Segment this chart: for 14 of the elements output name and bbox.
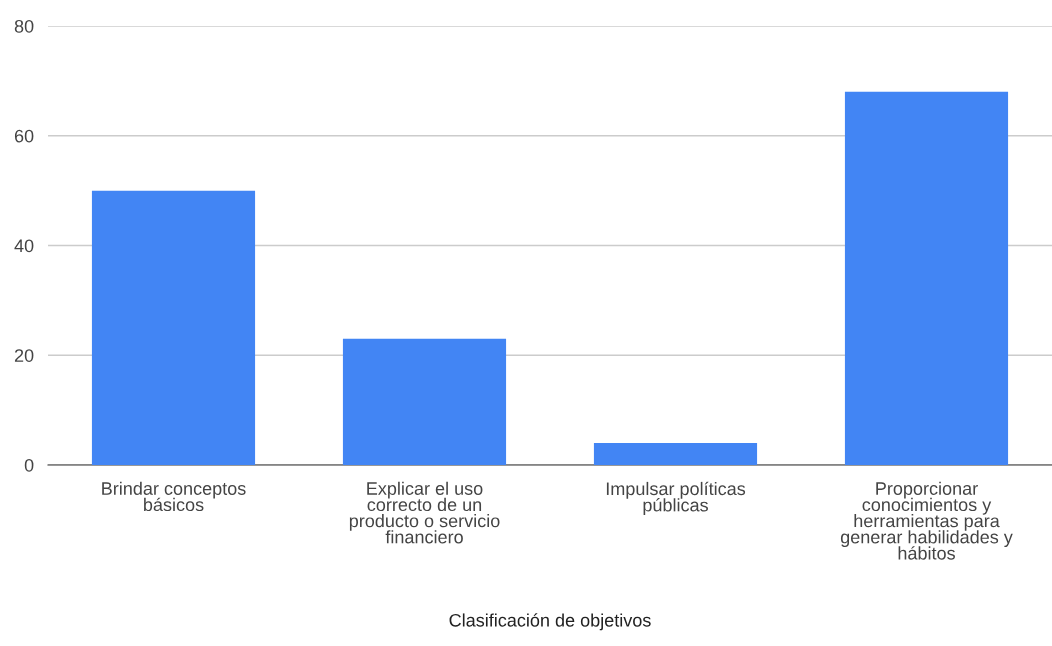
- y-tick-label: 60: [14, 129, 34, 143]
- y-tick-label: 80: [14, 19, 34, 33]
- x-tick-label: Impulsar políticas públicas: [606, 481, 746, 516]
- x-tick-label: Proporcionar conocimientos y herramientas para generar habilidades y hábitos: [840, 481, 1013, 560]
- bar: [342, 338, 507, 465]
- bar: [593, 443, 758, 465]
- bar: [91, 190, 256, 465]
- y-tick-label: 20: [14, 349, 34, 362]
- x-axis-title: Clasificación de objetivos: [449, 613, 651, 631]
- bar: [844, 91, 1009, 465]
- y-tick-label: 0: [24, 458, 34, 472]
- x-tick-label: Brindar conceptos básicos: [102, 481, 246, 512]
- y-tick-label: 40: [14, 239, 34, 253]
- x-tick-label: Explicar el uso correcto de un producto o servicio financiero: [349, 481, 500, 544]
